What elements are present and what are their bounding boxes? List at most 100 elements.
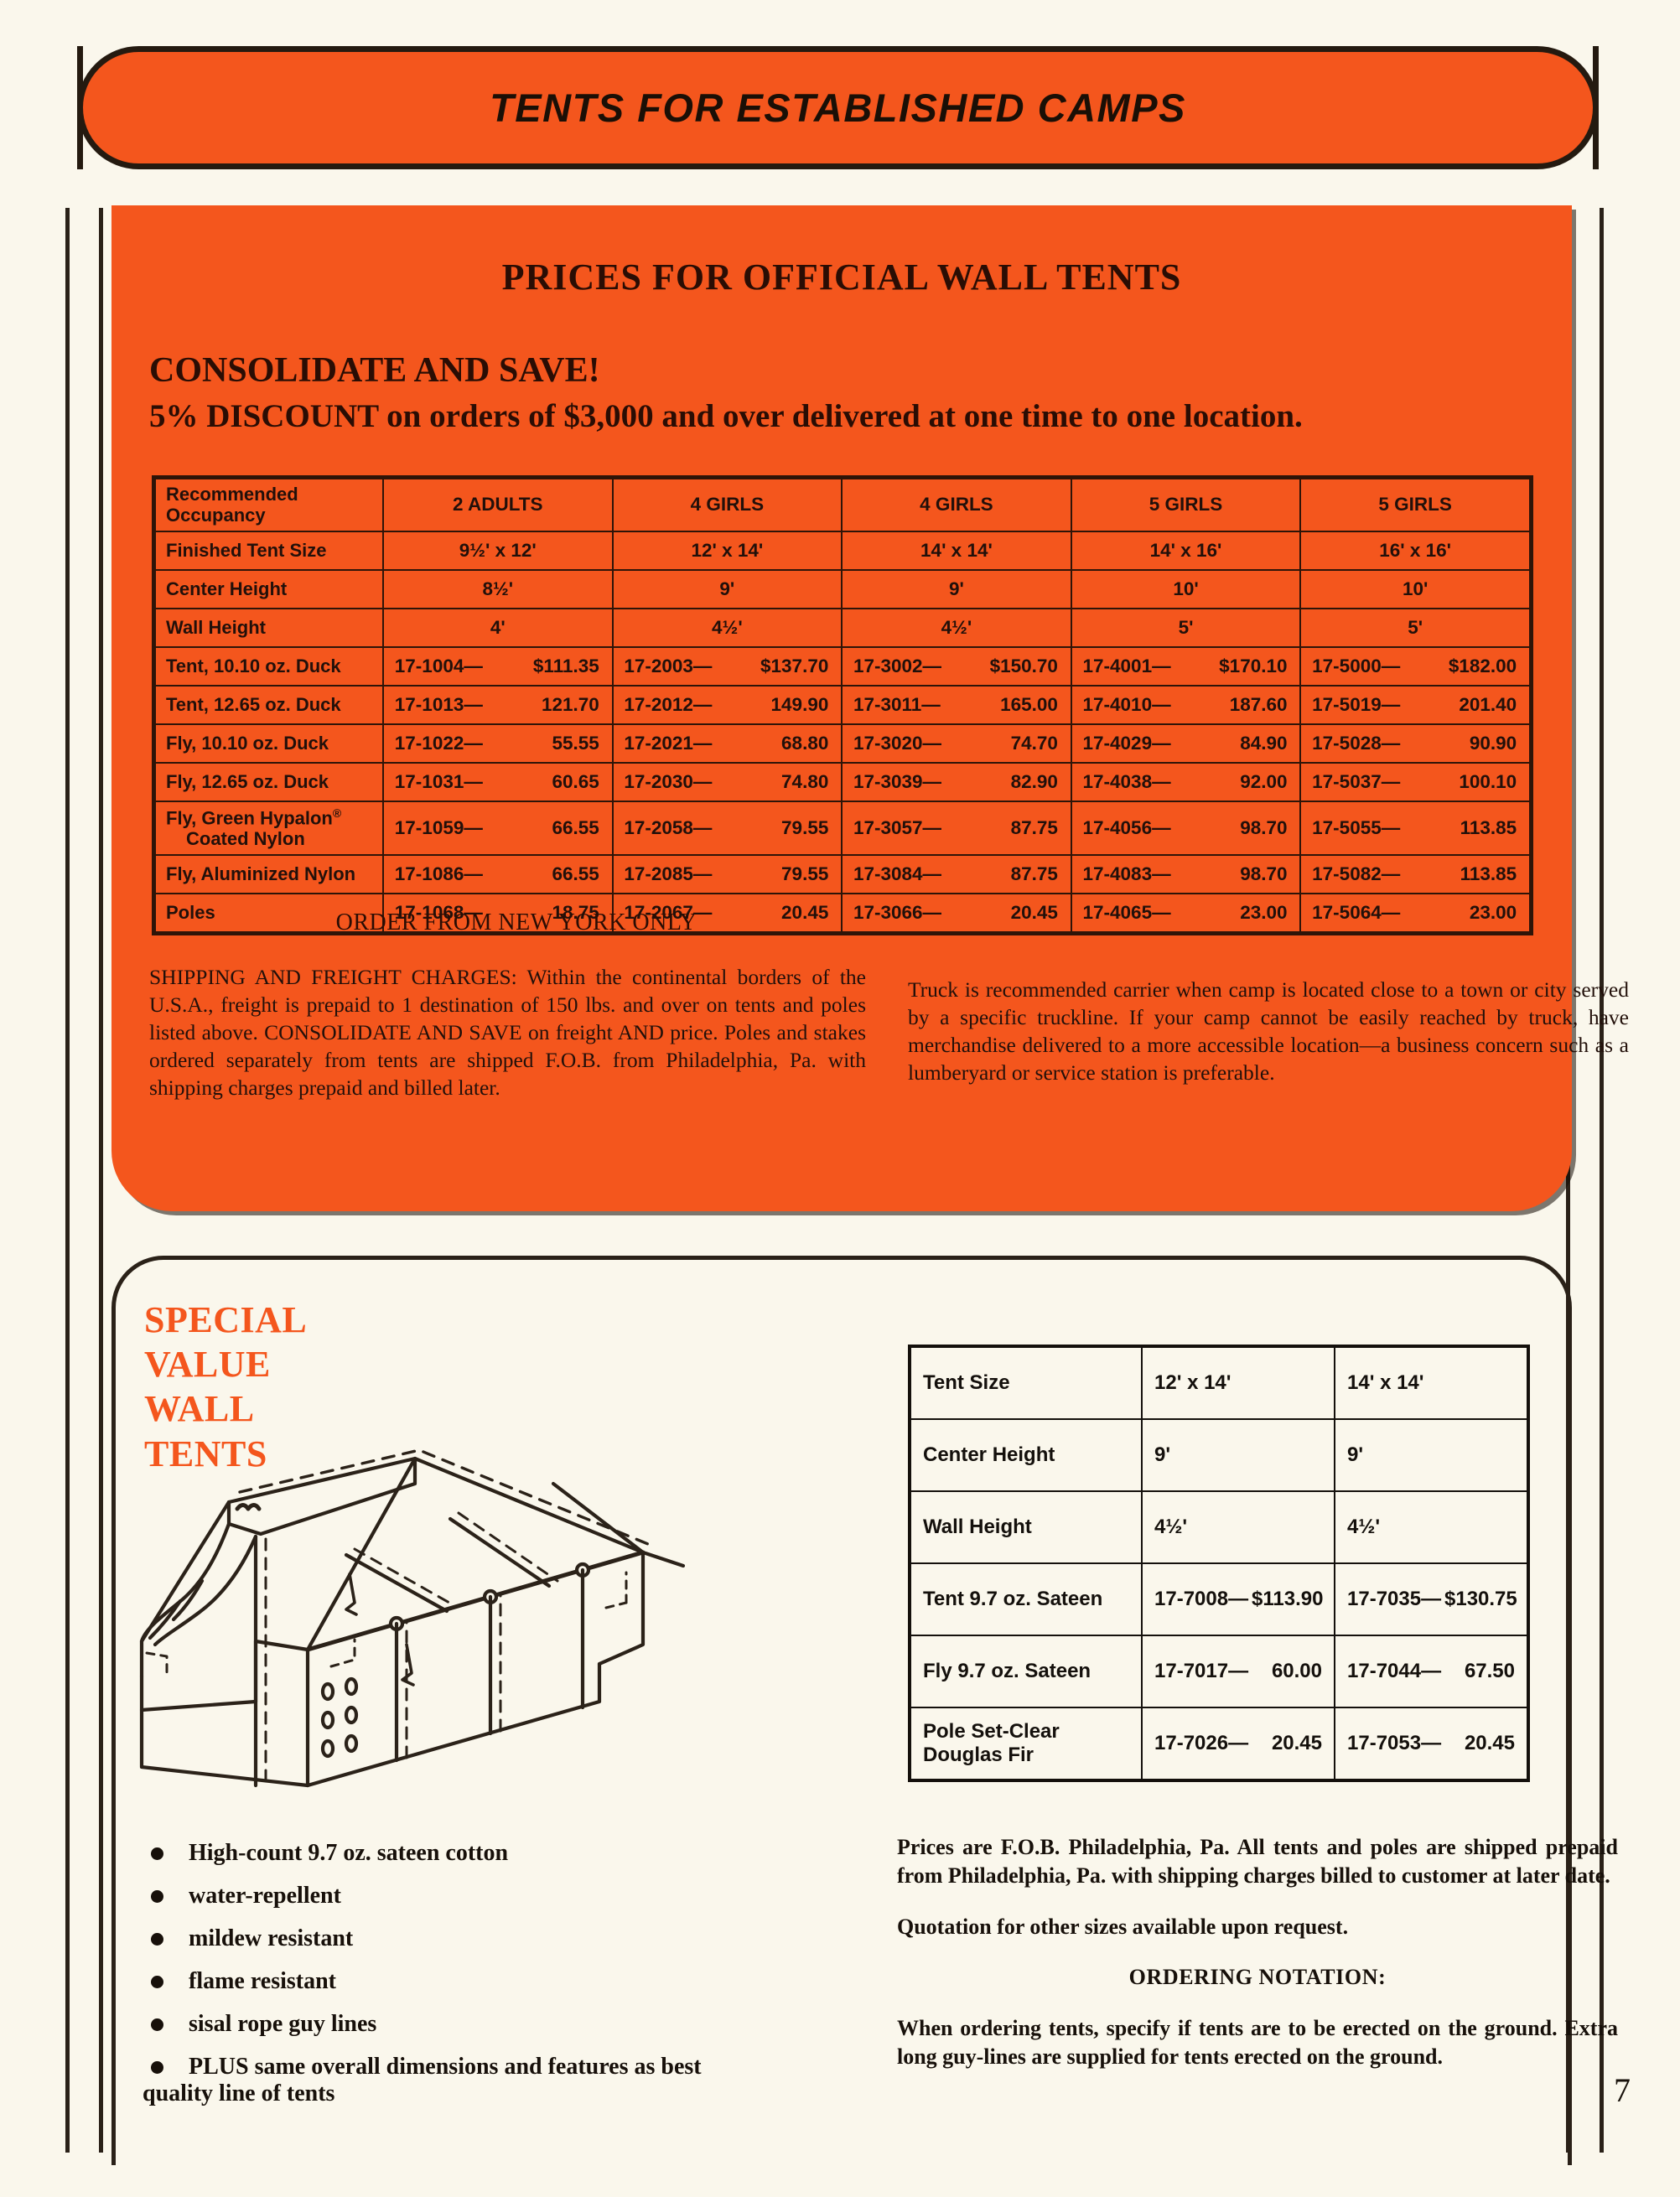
list-item: High-count 9.7 oz. sateen cotton: [143, 1840, 897, 1867]
sv-cell-pole-set-1: 17-7053— 20.45: [1334, 1707, 1530, 1782]
cell-alum-0: 17-1086— 66.55: [382, 853, 614, 894]
sv-label-center-height: Center Height: [908, 1418, 1143, 1492]
sv-cell-pole-set-0: 17-7026— 20.45: [1141, 1707, 1335, 1782]
page-banner: TENTS FOR ESTABLISHED CAMPS: [77, 46, 1599, 169]
cell-alum-1: 17-2085— 79.55: [611, 853, 843, 894]
cell-fly1265-1: 17-2030— 74.80: [611, 761, 843, 802]
table-row-tent-1265: Tent, 12.65 oz. Duck 17-1013— 121.70 17-2…: [152, 684, 1534, 725]
quotation-paragraph: Quotation for other sizes available upon…: [897, 1914, 1349, 1939]
feature-text: sisal rope guy lines: [189, 2011, 377, 2037]
cell-fly1265-0: 17-1031— 60.65: [382, 761, 614, 802]
table-row-tent-1010: Tent, 10.10 oz. Duck 17-1004— $111.35 17-…: [152, 645, 1534, 687]
special-value-heading-line-4: TENTS: [144, 1433, 267, 1474]
wall-tent-illustration: [130, 1425, 868, 1878]
bullet-dot-icon: [151, 1976, 163, 1988]
bullet-dot-icon: [151, 1933, 163, 1946]
ordering-notation-paragraph: When ordering tents, specify if tents ar…: [897, 2016, 1618, 2069]
sv-row-tent-size: Tent Size 12' x 14' 14' x 14': [908, 1345, 1530, 1420]
page-number: 7: [1614, 2071, 1631, 2109]
cell-poles-4: 17-5064— 23.00: [1299, 892, 1534, 935]
cell-center-1: 9': [611, 568, 843, 609]
cell-poles-1: 17-2067— 20.45: [611, 892, 843, 935]
table-row-fly-1265: Fly, 12.65 oz. Duck 17-1031— 60.65 17-203…: [152, 761, 1534, 802]
cell-fly1010-0: 17-1022— 55.55: [382, 723, 614, 764]
cell-occupancy-3: 5 GIRLS: [1070, 474, 1302, 532]
cell-center-4: 10': [1299, 568, 1534, 609]
cell-tent1010-1: 17-2003— $137.70: [611, 645, 843, 687]
cell-tent1265-4: 17-5019— 201.40: [1299, 684, 1534, 725]
cell-poles-0: 17-1068— 18.75: [382, 892, 614, 935]
cell-hypalon-1: 17-2058— 79.55: [611, 800, 843, 856]
banner-cap-right: [1593, 46, 1599, 169]
list-item: mildew resistant: [143, 1925, 897, 1952]
cell-size-1: 12' x 14': [611, 530, 843, 571]
consolidate-line-1: CONSOLIDATE AND SAVE!: [149, 351, 600, 390]
wall-tent-drawing-icon: [139, 1448, 686, 1788]
feature-text: flame resistant: [189, 1968, 336, 1994]
banner-title: TENTS FOR ESTABLISHED CAMPS: [490, 85, 1186, 130]
sv-cell-tent-sateen-1: 17-7035— $130.75: [1334, 1562, 1530, 1636]
sv-row-tent-sateen: Tent 9.7 oz. Sateen 17-7008— $113.90 17-7…: [908, 1562, 1530, 1636]
cell-tent1010-4: 17-5000— $182.00: [1299, 645, 1534, 687]
frame-rule-right-inner: [1566, 208, 1570, 2153]
table-row-fly-1010: Fly, 10.10 oz. Duck 17-1022— 55.55 17-202…: [152, 723, 1534, 764]
row-label-wall-height: Wall Height: [152, 607, 384, 648]
sv-cell-wall-height-0: 4½': [1141, 1490, 1335, 1564]
bullet-dot-icon: [151, 1847, 163, 1860]
banner-cap-left: [77, 46, 83, 169]
frame-rule-left-outer: [65, 208, 70, 2153]
cell-wall-3: 5': [1070, 607, 1302, 648]
table-row-fly-aluminized: Fly, Aluminized Nylon 17-1086— 66.55 17-2…: [152, 853, 1534, 894]
cell-wall-0: 4': [382, 607, 614, 648]
cell-alum-4: 17-5082— 113.85: [1299, 853, 1534, 894]
shipping-and-freight-paragraph: SHIPPING AND FREIGHT CHARGES: Within the…: [149, 965, 866, 1100]
row-label-tent-1265: Tent, 12.65 oz. Duck: [152, 684, 384, 725]
cell-wall-4: 5': [1299, 607, 1534, 648]
list-item: sisal rope guy lines: [143, 2011, 897, 2038]
cell-hypalon-3: 17-4056— 98.70: [1070, 800, 1302, 856]
frame-rule-right-outer: [1600, 208, 1604, 2153]
cell-occupancy-0: 2 ADULTS: [382, 474, 614, 532]
cell-poles-2: 17-3066— 20.45: [841, 892, 1072, 935]
cell-hypalon-2: 17-3057— 87.75: [841, 800, 1072, 856]
table-row-fly-hypalon: Fly, Green Hypalon® Coated Nylon 17-1059—…: [152, 800, 1534, 856]
sv-label-wall-height: Wall Height: [908, 1490, 1143, 1564]
sv-cell-tent-size-0: 12' x 14': [1141, 1345, 1335, 1420]
feature-text: High-count 9.7 oz. sateen cotton: [189, 1840, 509, 1866]
special-value-price-table: Tent Size 12' x 14' 14' x 14' Center Hei…: [908, 1345, 1530, 1782]
cell-size-3: 14' x 16': [1070, 530, 1302, 571]
cell-fly1010-3: 17-4029— 84.90: [1070, 723, 1302, 764]
row-label-fly-1010: Fly, 10.10 oz. Duck: [152, 723, 384, 764]
sv-cell-center-height-0: 9': [1141, 1418, 1335, 1492]
cell-center-2: 9': [841, 568, 1072, 609]
feature-text-plus-b: quality line of tents: [143, 2080, 335, 2106]
feature-text: mildew resistant: [189, 1925, 354, 1951]
sv-cell-wall-height-1: 4½': [1334, 1490, 1530, 1564]
truck-carrier-paragraph: Truck is recommended carrier when camp i…: [908, 977, 1629, 1085]
row-label-fly-1265: Fly, 12.65 oz. Duck: [152, 761, 384, 802]
special-value-wall-tents-panel: [111, 1256, 1572, 2165]
cell-tent1010-2: 17-3002— $150.70: [841, 645, 1072, 687]
sv-cell-tent-sateen-0: 17-7008— $113.90: [1141, 1562, 1335, 1636]
sv-label-pole-set-line2: Douglas Fir: [923, 1744, 1034, 1766]
sv-row-wall-height: Wall Height 4½' 4½': [908, 1490, 1530, 1564]
sv-row-center-height: Center Height 9' 9': [908, 1418, 1530, 1492]
panel-title: PRICES FOR OFFICIAL WALL TENTS: [501, 256, 1182, 298]
cell-occupancy-2: 4 GIRLS: [841, 474, 1072, 532]
special-value-heading: SPECIAL VALUE WALL TENTS: [144, 1298, 307, 1476]
special-value-feature-list: High-count 9.7 oz. sateen cotton water-r…: [143, 1840, 897, 2123]
special-value-notes: Prices are F.O.B. Philadelphia, Pa. All …: [897, 1833, 1618, 2094]
row-label-fly-aluminized: Fly, Aluminized Nylon: [152, 853, 384, 894]
sv-label-tent-size: Tent Size: [908, 1345, 1143, 1420]
sv-label-pole-set: Pole Set-Clear Douglas Fir: [908, 1707, 1143, 1782]
cell-size-4: 16' x 16': [1299, 530, 1534, 571]
feature-text: water-repellent: [189, 1883, 341, 1909]
table-row-center-height: Center Height 8½' 9' 9' 10' 10': [152, 568, 1534, 609]
sv-row-fly-sateen: Fly 9.7 oz. Sateen 17-7017— 60.00 17-7044…: [908, 1635, 1530, 1708]
special-value-heading-line-3: WALL: [144, 1388, 255, 1430]
prices-fob-paragraph: Prices are F.O.B. Philadelphia, Pa. All …: [897, 1835, 1618, 1888]
row-label-poles: Poles: [152, 892, 384, 935]
table-row-occupancy: Recommended Occupancy 2 ADULTS 4 GIRLS 4 …: [152, 474, 1534, 532]
row-label-occupancy: Recommended Occupancy: [152, 474, 384, 532]
